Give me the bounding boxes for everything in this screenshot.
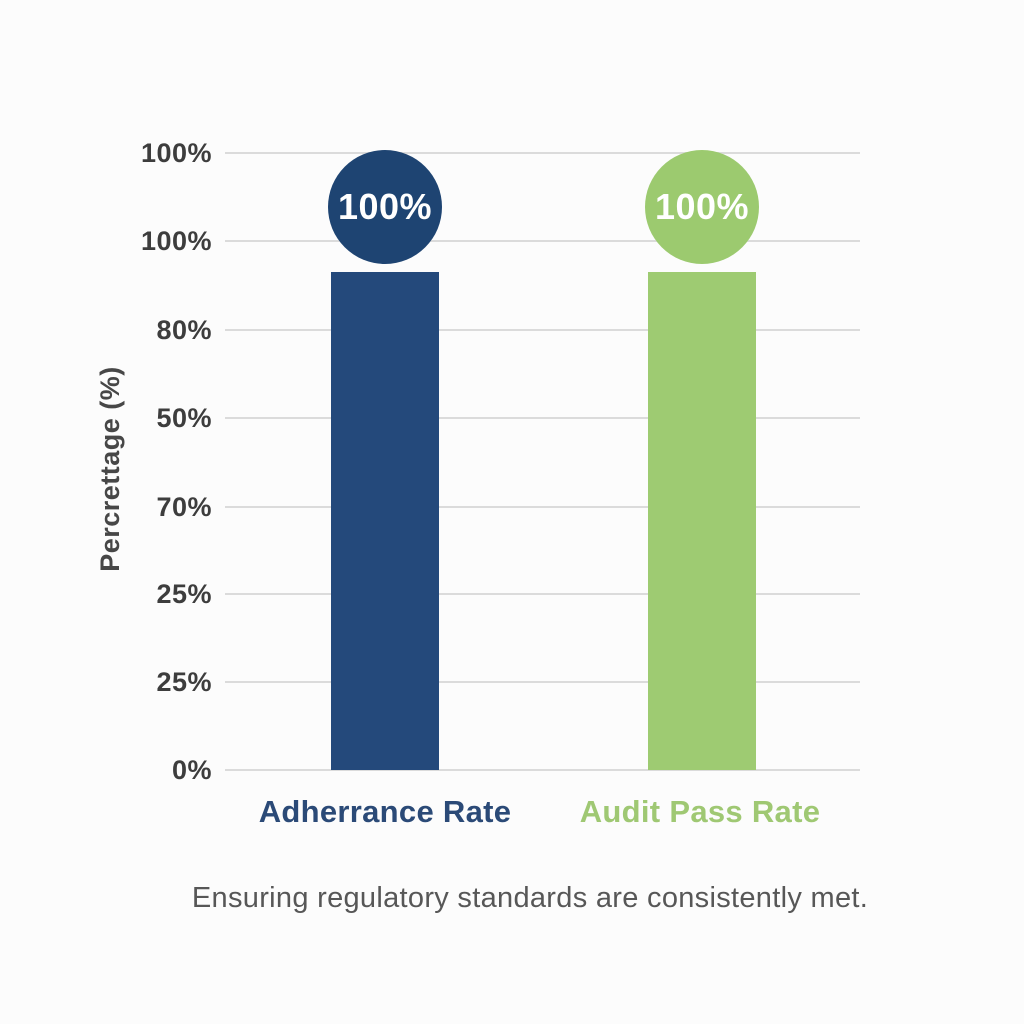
grid-row: 25% bbox=[0, 662, 1024, 702]
chart-caption: Ensuring regulatory standards are consis… bbox=[191, 882, 869, 914]
gridline bbox=[225, 417, 860, 419]
gridline bbox=[225, 681, 860, 683]
x-axis-label-adherrance-rate: Adherrance Rate bbox=[258, 794, 512, 829]
grid-row: 50% bbox=[0, 398, 1024, 438]
y-tick-label: 0% bbox=[171, 755, 212, 785]
data-badge-value: 100% bbox=[654, 186, 750, 227]
grid-row: 25% bbox=[0, 574, 1024, 614]
grid-row: 100% bbox=[0, 133, 1024, 173]
bar-audit-pass-rate bbox=[648, 272, 756, 770]
gridline bbox=[225, 152, 860, 154]
y-axis-title: Percrettage (%) bbox=[95, 366, 125, 572]
gridline bbox=[225, 593, 860, 595]
data-badge-audit-pass-rate: 100% bbox=[645, 150, 759, 264]
gridline bbox=[225, 769, 860, 771]
gridline bbox=[225, 240, 860, 242]
gridline bbox=[225, 329, 860, 331]
y-tick-label: 50% bbox=[156, 403, 212, 433]
y-tick-label: 25% bbox=[156, 667, 212, 697]
y-tick-label: 100% bbox=[140, 226, 212, 256]
y-tick-label: 80% bbox=[156, 315, 212, 345]
y-tick-label: 25% bbox=[156, 579, 212, 609]
data-badge-value: 100% bbox=[337, 186, 433, 227]
grid-row: 80% bbox=[0, 310, 1024, 350]
grid-row: 0% bbox=[0, 750, 1024, 790]
grid-row: 100% bbox=[0, 221, 1024, 261]
y-tick-label: 100% bbox=[140, 138, 212, 168]
y-tick-label: 70% bbox=[156, 492, 212, 522]
x-axis-label-audit-pass-rate: Audit Pass Rate bbox=[579, 794, 821, 829]
gridline bbox=[225, 506, 860, 508]
bar-adherrance-rate bbox=[331, 272, 439, 770]
grid-row: 70% bbox=[0, 487, 1024, 527]
data-badge-adherrance-rate: 100% bbox=[328, 150, 442, 264]
